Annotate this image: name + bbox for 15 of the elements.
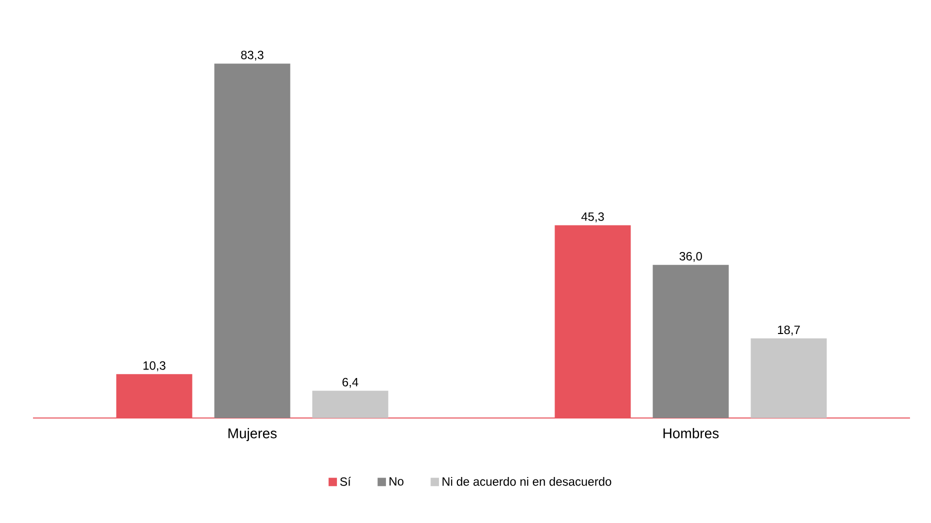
x-tick-label: Mujeres	[228, 428, 277, 442]
data-label: 83,3	[241, 50, 264, 61]
data-label: 36,0	[680, 252, 702, 262]
bar	[312, 390, 388, 418]
bar	[214, 64, 290, 418]
bar	[750, 338, 827, 418]
legend-label: Ni de acuerdo ni en desacuerdo	[442, 476, 612, 486]
legend-label: Sí	[340, 476, 351, 486]
data-label: 18,7	[778, 326, 800, 336]
data-label: 10,3	[144, 361, 166, 372]
data-label: 45,3	[581, 212, 604, 222]
bar	[652, 264, 729, 418]
data-label: 6,4	[342, 378, 358, 388]
legend-label: No	[390, 477, 404, 486]
x-tick-label: Hombres	[664, 428, 719, 438]
